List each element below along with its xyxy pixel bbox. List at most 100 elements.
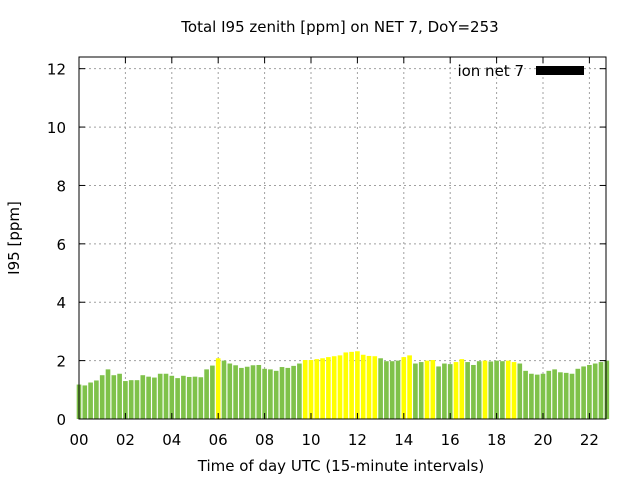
bar (494, 360, 499, 419)
bar (505, 360, 511, 419)
bar (233, 365, 238, 419)
bar (378, 358, 383, 419)
bars (76, 351, 610, 419)
x-tick-label: 10 (301, 431, 320, 449)
bar (459, 359, 465, 419)
bar (152, 377, 157, 419)
bar (401, 357, 407, 419)
bar (488, 361, 494, 419)
bar (465, 362, 470, 419)
bar (215, 358, 221, 419)
bar (326, 357, 331, 419)
bar (88, 382, 93, 419)
bar (558, 372, 563, 419)
bar (285, 367, 291, 419)
bar (331, 356, 337, 419)
bar (210, 365, 215, 419)
bar (343, 352, 349, 419)
grid (79, 57, 606, 419)
bar (349, 351, 354, 419)
x-tick-label: 08 (255, 431, 274, 449)
bar (128, 380, 134, 419)
x-tick-label: 12 (348, 431, 367, 449)
bar (592, 363, 598, 419)
x-tick-label: 14 (394, 431, 413, 449)
plot-frame (78, 56, 607, 420)
bar (198, 377, 204, 419)
bar (552, 369, 557, 419)
bar (355, 351, 360, 419)
bar (186, 376, 192, 419)
bar (181, 375, 186, 419)
bar (413, 363, 418, 419)
bar (418, 362, 424, 419)
legend: ion net 7 (457, 62, 584, 80)
x-tick-label: 22 (580, 431, 599, 449)
bar (123, 381, 128, 419)
bar (291, 365, 296, 419)
bar (529, 373, 534, 419)
y-tick-label: 10 (47, 119, 66, 137)
bar (569, 373, 575, 419)
bar (163, 373, 169, 419)
bar (175, 378, 180, 419)
x-tick-label: 18 (487, 431, 506, 449)
bar (268, 369, 273, 419)
bar (273, 370, 279, 419)
bar (575, 368, 581, 419)
y-tick-label: 12 (47, 61, 66, 79)
bar (604, 360, 610, 419)
bar (297, 363, 302, 419)
bar (563, 372, 569, 419)
x-tick-label: 04 (162, 431, 181, 449)
bar (598, 362, 604, 419)
bar (239, 367, 244, 419)
bar (94, 380, 99, 419)
y-tick-label: 0 (56, 411, 66, 429)
bar (581, 366, 586, 419)
bar (111, 375, 117, 419)
bar (534, 374, 540, 419)
bar (250, 365, 256, 419)
x-tick-label: 00 (69, 431, 88, 449)
bar (262, 368, 267, 419)
bar (134, 380, 140, 419)
bar (366, 355, 372, 419)
y-tick-label: 8 (56, 177, 66, 195)
bar (314, 359, 320, 419)
bar (517, 363, 523, 419)
bar (523, 370, 528, 419)
y-tick-label: 2 (56, 353, 66, 371)
bar (546, 370, 552, 419)
bar (279, 367, 285, 419)
bar (227, 363, 233, 419)
bar (424, 360, 430, 419)
legend-swatch (536, 66, 584, 75)
bar (447, 364, 453, 419)
bar (146, 376, 151, 419)
bar (442, 363, 447, 419)
bar (192, 376, 198, 419)
bar (360, 354, 366, 419)
bar (372, 356, 378, 419)
y-tick-label: 4 (56, 294, 66, 312)
y-tick-label: 6 (56, 236, 66, 254)
legend-label: ion net 7 (457, 62, 524, 80)
bar (82, 385, 88, 419)
bar (308, 360, 314, 419)
bar (337, 355, 343, 419)
bar (500, 361, 505, 419)
bar (105, 369, 111, 419)
bar (430, 360, 436, 419)
bar (157, 373, 163, 419)
bar (436, 366, 441, 419)
bar (140, 375, 146, 419)
x-tick-label: 02 (116, 431, 135, 449)
chart-title: Total I95 zenith [ppm] on NET 7, DoY=253 (180, 18, 498, 36)
bar (476, 361, 482, 419)
bar (99, 375, 105, 419)
bar (169, 375, 175, 419)
x-tick-label: 06 (209, 431, 228, 449)
